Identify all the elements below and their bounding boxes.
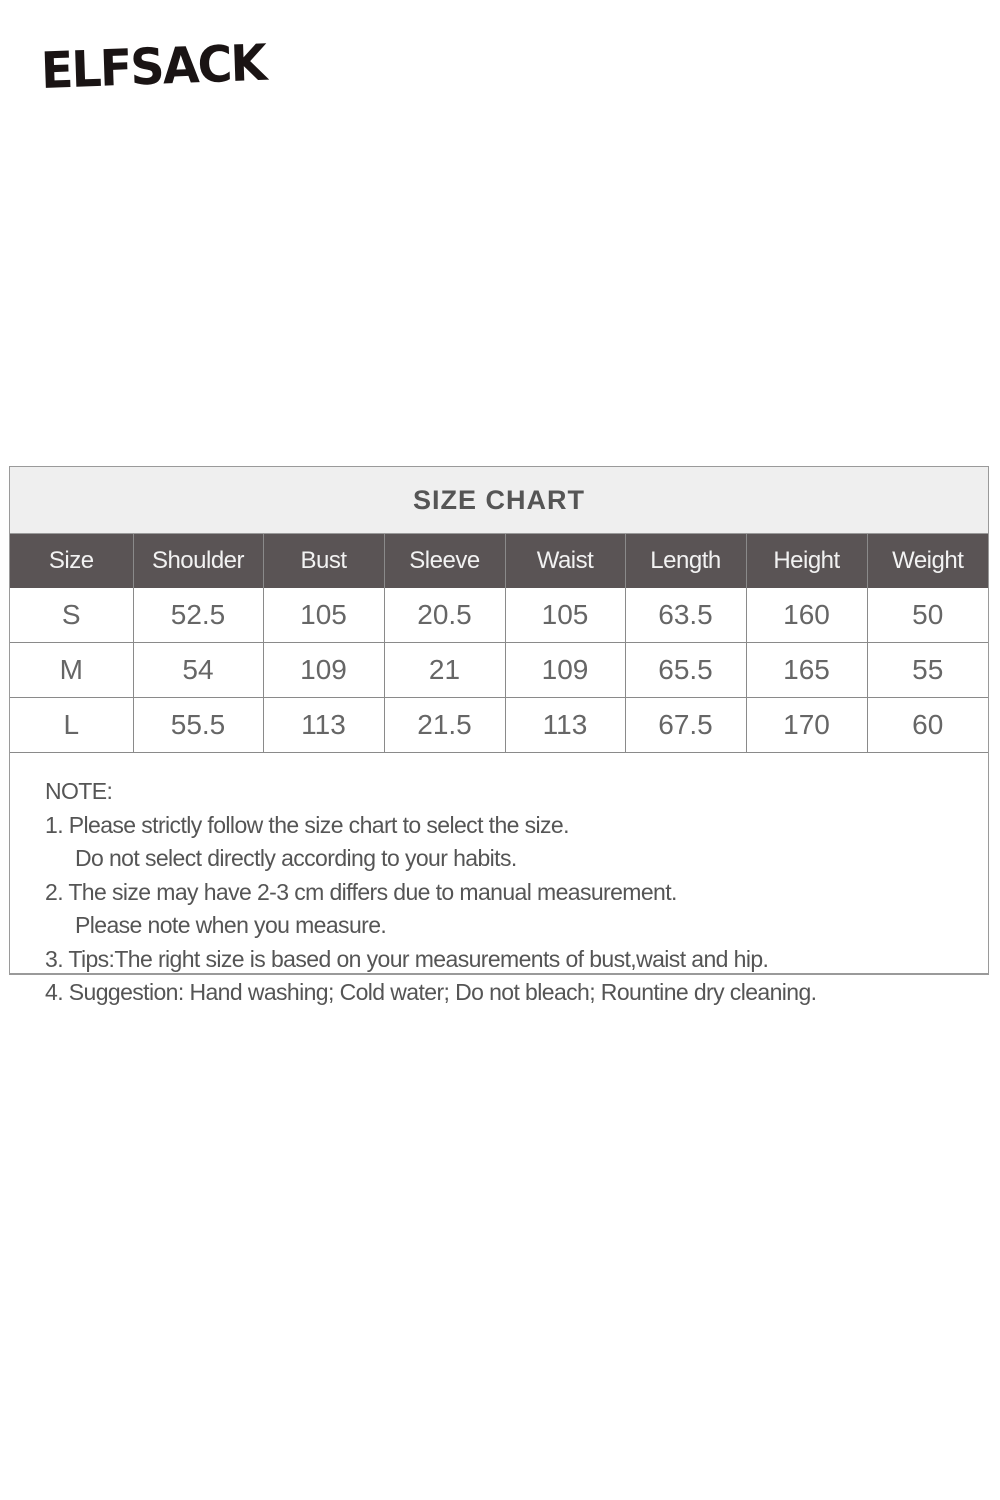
table-row: S 52.5 105 20.5 105 63.5 160 50 [10, 588, 988, 643]
table-row: L 55.5 113 21.5 113 67.5 170 60 [10, 697, 988, 753]
table-cell: 113 [505, 697, 626, 753]
table-row: M 54 109 21 109 65.5 165 55 [10, 642, 988, 698]
note-line: 2. The size may have 2-3 cm differs due … [45, 878, 677, 905]
note-line: Please note when you measure. [75, 912, 387, 938]
table-cell: 20.5 [384, 588, 506, 643]
note-line: Do not select directly according to your… [75, 845, 517, 871]
column-header: Waist [505, 534, 626, 588]
table-cell: L [10, 697, 134, 753]
column-header: Shoulder [133, 534, 264, 588]
table-cell: 63.5 [625, 588, 747, 643]
table-cell: 67.5 [625, 697, 747, 753]
table-cell: 21.5 [384, 697, 506, 753]
table-cell: 109 [505, 642, 626, 698]
table-cell: 105 [505, 588, 626, 643]
note-line: 3. Tips:The right size is based on your … [45, 945, 769, 972]
note-line: 4. Suggestion: Hand washing; Cold water;… [45, 979, 817, 1005]
column-header: Weight [867, 534, 988, 588]
table-cell: 165 [746, 642, 868, 698]
size-chart-title: SIZE CHART [10, 467, 988, 534]
table-cell: S [10, 588, 134, 643]
table-cell: 52.5 [133, 588, 264, 643]
table-cell: 105 [263, 588, 385, 643]
table-cell: 50 [867, 588, 988, 643]
table-cell: 65.5 [625, 642, 747, 698]
table-cell: 54 [133, 642, 264, 698]
column-header: Size [10, 534, 134, 588]
table-cell: M [10, 642, 134, 698]
size-table: Size Shoulder Bust Sleeve Waist Length H… [10, 534, 988, 753]
table-cell: 160 [746, 588, 868, 643]
table-cell: 21 [384, 642, 506, 698]
table-cell: 55 [867, 642, 988, 698]
table-header-row: Size Shoulder Bust Sleeve Waist Length H… [10, 534, 988, 588]
column-header: Height [746, 534, 868, 588]
note-heading: NOTE: [45, 778, 113, 804]
size-chart: SIZE CHART Size Shoulder Bust Sleeve Wai… [9, 466, 989, 1005]
column-header: Length [625, 534, 747, 588]
column-header: Bust [263, 534, 385, 588]
table-cell: 109 [263, 642, 385, 698]
column-header: Sleeve [384, 534, 506, 588]
table-cell: 60 [867, 697, 988, 753]
note-section: NOTE: 1. Please strictly follow the size… [10, 753, 988, 1005]
table-cell: 55.5 [133, 697, 264, 753]
brand-logo: ELFSACK [40, 33, 267, 100]
note-line: 1. Please strictly follow the size chart… [45, 811, 570, 838]
table-cell: 113 [263, 697, 385, 753]
table-cell: 170 [746, 697, 868, 753]
